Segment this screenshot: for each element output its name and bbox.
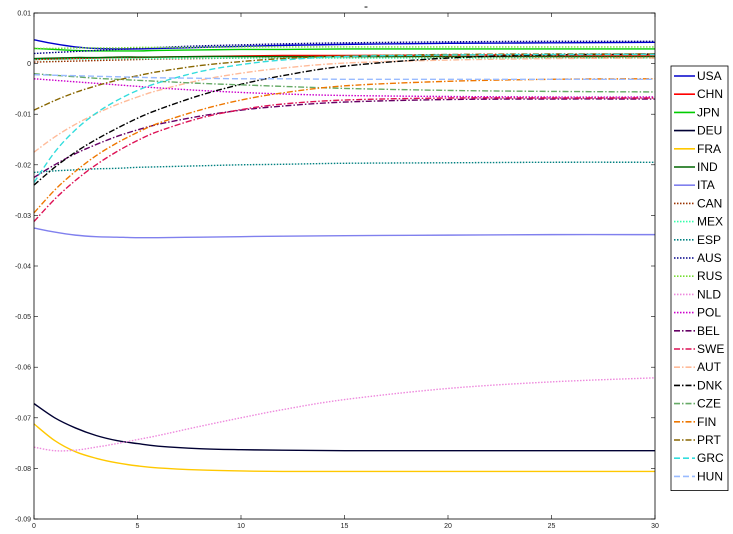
y-tick-label: -0.02	[15, 162, 31, 169]
series-line-pol	[33, 78, 656, 98]
series-line-esp	[33, 161, 656, 174]
y-tick-label: -0.07	[15, 415, 31, 422]
series-line-bel	[33, 98, 656, 179]
y-tick-label: -0.05	[15, 314, 31, 321]
series-line-aut	[33, 57, 656, 153]
legend-label-bel: BEL	[697, 324, 720, 338]
legend-label-prt: PRT	[697, 433, 721, 447]
x-tick-label: 10	[237, 523, 245, 530]
legend-label-can: CAN	[697, 196, 722, 210]
series-line-dnk	[33, 53, 656, 186]
legend-box	[670, 65, 729, 492]
y-tick-label: 0	[27, 61, 31, 68]
series-line-rus	[33, 46, 655, 50]
legend-label-hun: HUN	[697, 469, 723, 483]
series-line-ind	[33, 55, 655, 60]
legend-label-cze: CZE	[697, 397, 721, 411]
legend-label-dnk: DNK	[697, 378, 722, 392]
series-line-mex	[33, 57, 655, 61]
y-tick-label: -0.09	[15, 517, 31, 524]
legend-label-esp: ESP	[697, 233, 721, 247]
legend-label-usa: USA	[697, 69, 722, 83]
axes: 0 5 10 15 20 25 30 0.01 0 -0.01 -0.02 -0.03 -0.04 -0.…	[15, 11, 659, 531]
legend-label-ita: ITA	[697, 178, 715, 192]
y-tick-label: -0.08	[15, 466, 31, 473]
series-line-nld	[33, 377, 656, 452]
x-tick-label: 15	[341, 523, 349, 530]
legend: USA CHN JPN DEU FRA IND ITA CAN MEX ESP AUS RUS NLD P…	[670, 65, 729, 492]
legend-label-nld: NLD	[697, 287, 721, 301]
legend-label-fin: FIN	[697, 415, 716, 429]
legend-label-pol: POL	[697, 306, 721, 320]
legend-label-aus: AUS	[697, 251, 722, 265]
legend-label-fra: FRA	[697, 142, 721, 156]
series-line-ita	[33, 227, 656, 239]
x-tick-label: 20	[444, 523, 452, 530]
plot-lines	[33, 39, 656, 473]
y-tick-label: -0.03	[15, 213, 31, 220]
series-line-jpn	[33, 47, 655, 52]
series-line-cze	[33, 73, 656, 93]
y-tick-label: -0.04	[15, 264, 31, 271]
series-line-grc	[33, 53, 656, 183]
legend-label-grc: GRC	[697, 451, 724, 465]
x-tick-label: 30	[651, 523, 659, 530]
legend-label-ind: IND	[697, 160, 718, 174]
series-line-fin	[33, 78, 656, 214]
x-tick-label: 5	[136, 523, 140, 530]
legend-label-swe: SWE	[697, 342, 724, 356]
legend-label-rus: RUS	[697, 269, 722, 283]
y-tick-label: -0.06	[15, 365, 31, 372]
series-line-deu	[33, 403, 655, 452]
x-tick-label: 0	[32, 523, 36, 530]
series-line-hun	[33, 74, 655, 81]
y-tick-label: -0.01	[15, 112, 31, 119]
y-tick-label: 0.01	[17, 11, 31, 18]
legend-label-mex: MEX	[697, 215, 723, 229]
legend-label-deu: DEU	[697, 124, 722, 138]
series-line-fra	[33, 423, 655, 473]
legend-label-jpn: JPN	[697, 105, 720, 119]
x-tick-label: 25	[548, 523, 556, 530]
legend-label-chn: CHN	[697, 87, 723, 101]
chart-title: -	[364, 0, 368, 13]
legend-label-aut: AUT	[697, 360, 722, 374]
series-line-aus	[33, 40, 656, 55]
series-line-swe	[33, 97, 655, 222]
